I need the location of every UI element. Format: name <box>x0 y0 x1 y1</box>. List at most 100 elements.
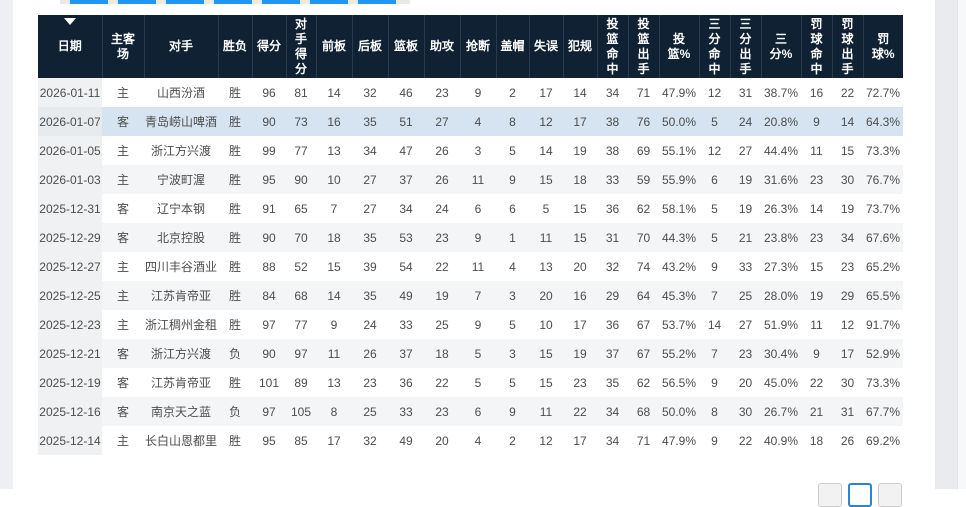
table-cell: 5 <box>542 201 550 216</box>
table-cell: 45.3% <box>661 288 697 303</box>
table-cell: 12 <box>539 433 553 448</box>
table-cell: 6 <box>474 201 482 216</box>
table-cell: 17 <box>573 114 587 129</box>
table-cell: 11 <box>471 259 485 274</box>
table-cell: 53 <box>399 230 413 245</box>
top-button-edge <box>214 0 252 4</box>
column-header-1[interactable]: 日期 <box>38 15 103 78</box>
table-cell: 14 <box>809 201 824 216</box>
table-cell: 90 <box>262 230 276 245</box>
column-header-8[interactable]: 后板 <box>352 15 389 78</box>
table-cell: 四川丰谷酒业 <box>144 260 217 274</box>
table-cell: 51.9% <box>763 317 799 332</box>
table-cell: 54 <box>399 259 413 274</box>
table-row[interactable]: 2025-12-14 主 长白山恩都里胜 95 85 17 32 49 20 4 2 12 17 34 71… <box>38 426 903 455</box>
table-row[interactable]: 2026-01-11 主 山西汾酒 胜 96 81 14 32 46 23 9 2 17 14 34 71 47… <box>38 78 903 107</box>
table-cell: 50.0% <box>661 404 697 419</box>
column-header-18[interactable]: 三分命中 <box>699 15 731 78</box>
table-cell: 17 <box>327 433 341 448</box>
table-cell: 4 <box>509 259 516 274</box>
table-cell: 11 <box>539 230 553 245</box>
table-cell: 73 <box>294 114 308 129</box>
table-row[interactable]: 2025-12-21 客浙江方兴渡负 90 97 11 26 37 18 5 3 15 19 37 67 5… <box>38 339 903 368</box>
column-header-label: 前板 <box>321 39 346 53</box>
table-cell: 65 <box>294 201 308 216</box>
table-cell: 2025-12-27 <box>38 252 102 281</box>
table-cell: 39 <box>363 259 377 274</box>
column-header-4[interactable]: 胜负 <box>218 15 253 78</box>
table-cell: 18 <box>435 346 449 361</box>
table-cell: 34 <box>605 433 620 448</box>
table-row[interactable]: 2025-12-25 主 江苏肯帝亚 胜 84 68 14 35 49 19 7 3 20 16 29 64 4… <box>38 281 903 310</box>
page-button-2[interactable] <box>848 483 872 507</box>
table-cell: 52.9% <box>865 346 901 361</box>
table-cell: 31 <box>840 404 855 419</box>
table-cell: 主 <box>116 318 129 332</box>
page-button-1[interactable] <box>818 483 842 507</box>
column-header-19[interactable]: 三分出手 <box>730 15 762 78</box>
column-header-11[interactable]: 抢断 <box>460 15 497 78</box>
table-cell: 23 <box>840 259 855 274</box>
page-button-3[interactable] <box>878 483 902 507</box>
table-row[interactable]: 2025-12-29 客北京控股胜 90 70 18 35 53 23 9 1 11 15 31 70 44… <box>38 223 903 252</box>
column-header-10[interactable]: 助攻 <box>424 15 461 78</box>
column-header-label: 投篮出手 <box>637 16 650 76</box>
table-cell: 68 <box>636 404 651 419</box>
table-cell: 2025-12-21 <box>38 339 102 368</box>
table-row[interactable]: 2026-01-05 主 浙江方兴渡 胜 99 77 13 34 47 26 3 5 14 19 38 69 5… <box>38 136 903 165</box>
table-cell: 5 <box>509 375 516 390</box>
column-header-3[interactable]: 对手 <box>144 15 219 78</box>
table-cell: 70 <box>636 230 651 245</box>
column-header-16[interactable]: 投篮出手 <box>628 15 660 78</box>
column-header-22[interactable]: 罚球出手 <box>832 15 864 78</box>
column-header-2[interactable]: 主客场 <box>102 15 145 78</box>
table-cell: 97 <box>294 346 308 361</box>
table-row[interactable]: 2025-12-16 客 南京天之蓝 负 97 105 8 25 33 23 6 9 11 22 34 68 5… <box>38 397 903 426</box>
table-cell: 23 <box>435 85 449 100</box>
column-header-14[interactable]: 犯规 <box>563 15 598 78</box>
table-cell: 17 <box>539 85 553 100</box>
table-cell: 14 <box>707 317 722 332</box>
table-row[interactable]: 2025-12-19 客 江苏肯帝亚 胜 101 89 13 23 36 22 5 5 15 23 35 62… <box>38 368 903 397</box>
column-header-23[interactable]: 罚球% <box>863 15 903 78</box>
column-header-label: 主客场 <box>110 31 135 61</box>
vertical-scrollbar[interactable] <box>957 0 966 489</box>
table-cell: 2025-12-19 <box>38 368 102 397</box>
column-header-9[interactable]: 篮板 <box>388 15 425 78</box>
table-cell: 2025-12-29 <box>38 223 102 252</box>
column-header-13[interactable]: 失误 <box>529 15 564 78</box>
column-header-7[interactable]: 前板 <box>316 15 353 78</box>
table-cell: 76 <box>636 114 651 129</box>
table-row[interactable]: 2026-01-03 主 宁波町渥 胜 95 90 10 27 37 26 11 9 15 18 33 59 5… <box>38 165 903 194</box>
table-cell: 15 <box>573 201 587 216</box>
table-cell: 7 <box>711 346 718 361</box>
column-header-17[interactable]: 投篮% <box>659 15 700 78</box>
table-row[interactable]: 2026-01-07 客 青岛崂山啤酒胜 90 73 16 35 51 27 4 8 12 17 38 76… <box>38 107 903 136</box>
table-cell: 11 <box>327 346 341 361</box>
table-cell: 35 <box>605 375 620 390</box>
table-cell: 11 <box>810 317 823 332</box>
table-cell: 105 <box>290 404 312 419</box>
table-cell: 77 <box>294 317 308 332</box>
table-cell: 22 <box>809 375 824 390</box>
table-row[interactable]: 2025-12-27 主 四川丰谷酒业胜 88 52 15 39 54 22 11 4 13 20 32 7… <box>38 252 903 281</box>
top-button-edge <box>70 0 108 4</box>
table-row[interactable]: 2025-12-31 客辽宁本钢胜 91 65 7 27 34 24 6 6 5 15 36 62 58.1… <box>38 194 903 223</box>
table-cell: 2025-12-31 <box>38 194 102 223</box>
column-header-12[interactable]: 盖帽 <box>496 15 530 78</box>
table-cell: 64.3% <box>865 114 901 129</box>
table-cell: 35 <box>363 230 377 245</box>
table-cell: 2026-01-07 <box>38 107 102 136</box>
table-cell: 22 <box>435 375 449 390</box>
column-header-5[interactable]: 得分 <box>252 15 287 78</box>
column-header-21[interactable]: 罚球命中 <box>801 15 833 78</box>
column-header-20[interactable]: 三分% <box>761 15 802 78</box>
column-header-label: 胜负 <box>222 39 247 53</box>
table-cell: 31 <box>605 230 620 245</box>
table-cell: 19 <box>840 201 855 216</box>
table-cell: 32 <box>363 85 377 100</box>
left-page-gutter <box>0 0 13 489</box>
table-row[interactable]: 2025-12-23 主 浙江稠州金租胜 97 77 9 24 33 25 9 5 10 17 36 67 5… <box>38 310 903 339</box>
column-header-15[interactable]: 投篮命中 <box>597 15 629 78</box>
column-header-6[interactable]: 对手得分 <box>286 15 317 78</box>
